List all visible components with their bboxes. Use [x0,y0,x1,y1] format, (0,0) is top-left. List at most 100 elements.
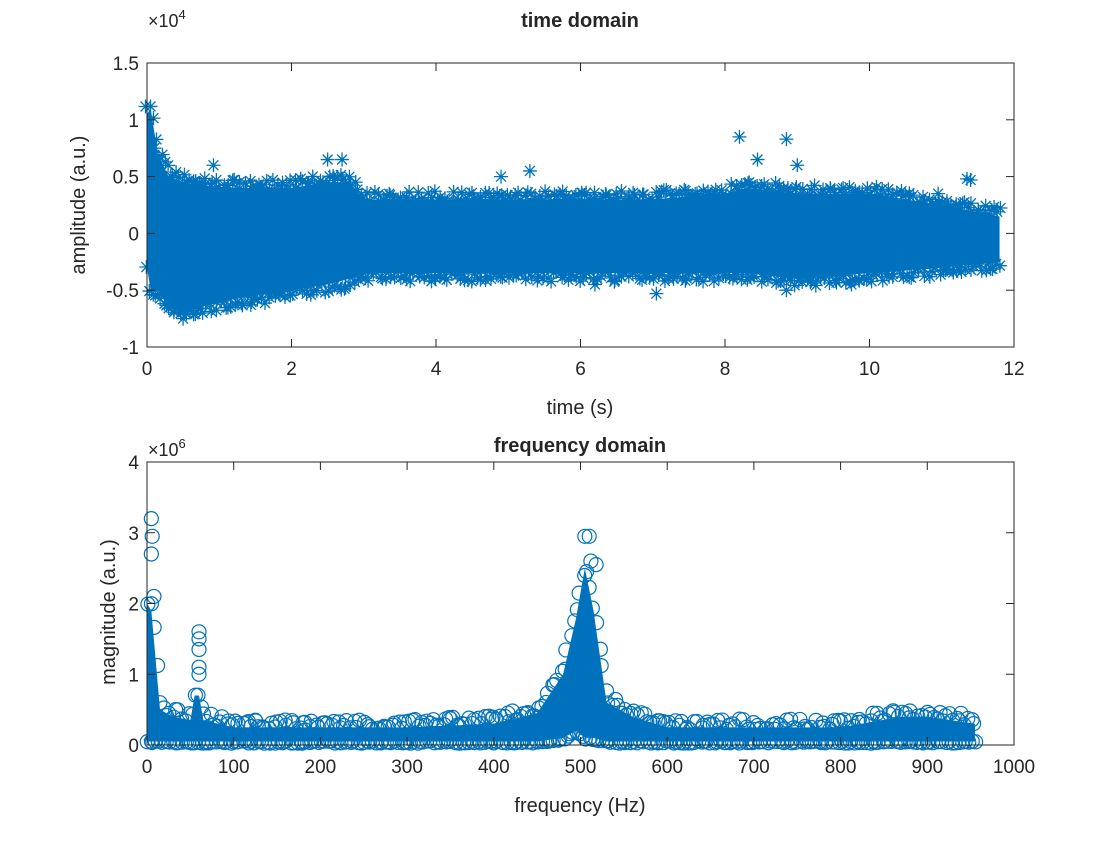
data-point [534,734,551,750]
data-point-outlier [147,141,162,156]
data-point [658,733,675,749]
data-point [471,733,487,750]
data-point-outlier [335,152,350,167]
data-point [177,167,192,182]
data-point [363,193,378,208]
data-point [627,187,642,202]
data-point [958,262,973,277]
data-point [898,187,913,202]
data-point [614,183,629,198]
data-point [244,294,259,309]
data-point [949,263,964,278]
data-point [218,734,234,750]
data-point [355,192,370,207]
data-point-outlier [581,528,597,544]
data-point [289,279,304,294]
data-point [698,268,713,283]
data-point [695,717,711,733]
data-point [464,185,479,200]
x-tick-label: 800 [825,757,857,778]
time-domain-ylabel: amplitude (a.u.) [68,136,90,275]
time-domain-axes: time domain time (s) amplitude (a.u.) ×1… [68,7,1025,419]
data-point [343,178,358,193]
data-point [498,193,513,208]
data-point [584,600,600,616]
data-point [255,180,270,195]
data-point [885,187,900,202]
data-point [182,173,197,188]
data-point [254,290,269,305]
data-point [504,703,520,719]
data-point [149,132,164,147]
data-point [514,734,530,750]
data-point [859,272,874,287]
data-point [541,189,556,204]
data-point [451,193,466,208]
data-point [193,301,208,316]
data-point-outlier [522,163,537,178]
data-point [572,726,588,742]
data-point [571,585,587,601]
data-point [859,188,874,203]
data-point [387,733,403,749]
data-point [399,272,414,287]
data-point [922,269,937,284]
data-point [174,734,190,750]
data-point [891,733,907,749]
data-point [718,188,733,203]
data-point [673,713,689,730]
data-point [386,715,402,731]
data-point [241,735,257,751]
data-point [390,734,406,751]
data-point [223,299,238,314]
data-point [143,99,158,114]
data-point [942,706,958,722]
data-point-outlier [144,528,160,544]
data-point [829,275,844,290]
data-point [170,702,186,718]
data-point [693,190,708,205]
data-point-outlier [790,158,805,173]
data-point [651,190,666,205]
data-point [313,173,328,188]
data-point [161,705,177,721]
data-point [594,269,609,284]
data-point [966,716,982,732]
data-point [903,189,918,204]
data-point [155,147,170,162]
data-point-outlier [529,710,545,726]
data-point [917,269,932,284]
data-point [506,267,521,282]
data-point [209,734,225,750]
y-tick-label: 4 [128,453,139,474]
time-domain-title: time domain [521,10,639,32]
data-point [599,188,614,203]
data-point-outlier [960,171,975,186]
data-point-outlier [143,546,159,562]
data-point [488,266,503,281]
data-point [503,191,518,206]
data-point [204,304,219,319]
x-tick-label: 12 [1003,359,1024,380]
data-point [647,266,662,281]
data-point [224,717,240,733]
data-point [593,658,609,674]
data-point [205,175,220,190]
data-point [979,263,994,278]
data-point [978,198,993,213]
data-point [447,263,462,278]
data-point [434,264,449,279]
data-point [807,733,823,749]
data-point [973,257,988,272]
data-point [318,177,333,192]
data-point [356,266,371,281]
data-point [544,274,559,289]
data-point [904,270,919,285]
data-point [654,184,669,199]
data-point [609,186,624,201]
data-point [780,184,795,199]
data-point [314,275,329,290]
data-point [472,735,488,751]
data-point [553,266,568,281]
